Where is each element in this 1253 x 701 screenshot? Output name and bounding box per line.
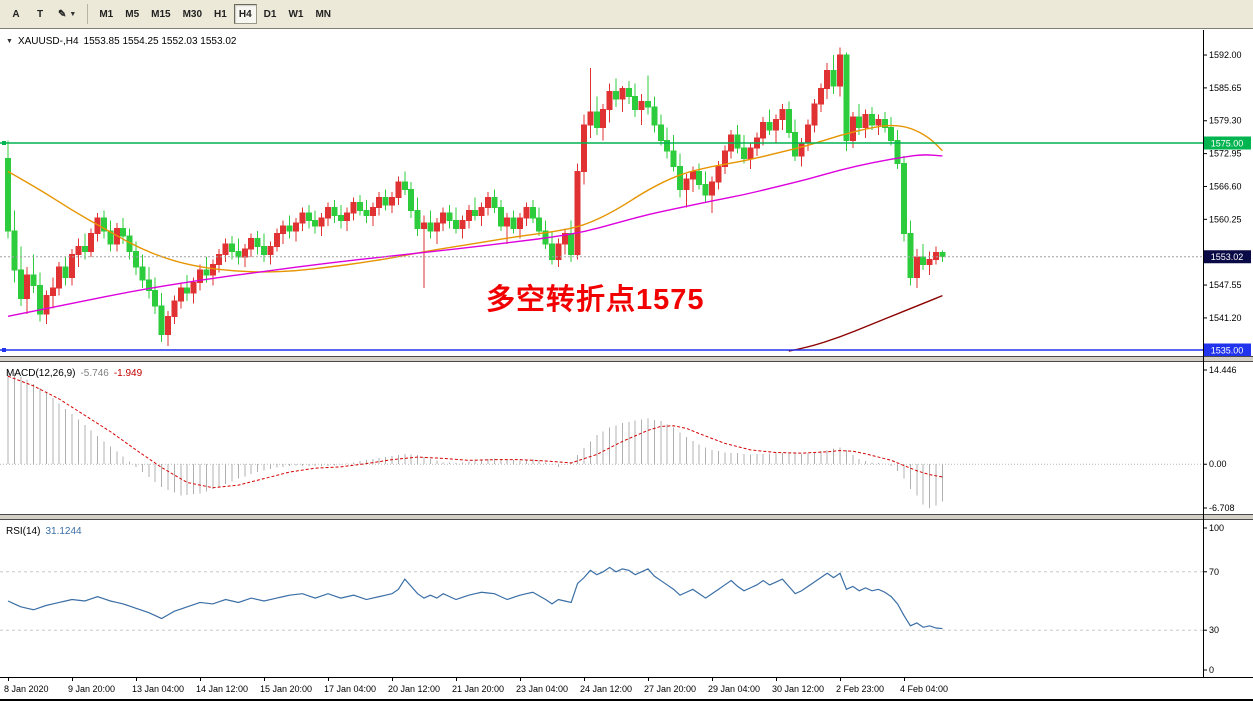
svg-text:1585.65: 1585.65 [1209, 83, 1242, 93]
price-chart-canvas[interactable]: 1592.00 1585.65 1579.30 1572.95 1566.60 1560.… [0, 30, 1253, 356]
timeframe-button-mn[interactable]: MN [310, 4, 336, 24]
symbol-timeframe-label: XAUUSD-,H4 [17, 36, 79, 47]
timeframe-button-m15[interactable]: M15 [146, 4, 176, 24]
text-tool-button[interactable]: T [29, 4, 51, 24]
svg-text:30: 30 [1209, 625, 1219, 635]
timeframe-button-m30[interactable]: M30 [177, 4, 208, 24]
svg-text:1535.00: 1535.00 [1211, 346, 1244, 356]
time-tick [8, 678, 9, 681]
svg-text:1566.60: 1566.60 [1209, 181, 1242, 191]
chevron-down-icon: ▼ [69, 10, 77, 18]
time-axis[interactable]: 8 Jan 2020 9 Jan 20:00 13 Jan 04:00 14 Jan … [0, 677, 1253, 701]
panel-divider[interactable] [0, 356, 1253, 362]
svg-text:1572.95: 1572.95 [1209, 149, 1242, 159]
time-label: 2 Feb 23:00 [836, 684, 885, 694]
price-scale-separator [1203, 30, 1204, 677]
tool-group: A T ✎ ▼ [4, 4, 82, 24]
time-label: 21 Jan 20:00 [452, 684, 505, 694]
time-label: 15 Jan 20:00 [260, 684, 313, 694]
ma-fast-orange [7, 124, 943, 273]
time-tick [392, 678, 393, 681]
rsi-panel[interactable]: 100 70 30 0 RSI(14) 31.1244 [0, 520, 1253, 677]
svg-text:1560.25: 1560.25 [1209, 214, 1242, 224]
time-tick [520, 678, 521, 681]
timeframe-button-h4[interactable]: H4 [233, 4, 257, 24]
time-label: 24 Jan 12:00 [580, 684, 633, 694]
macd-label: MACD(12,26,9) [6, 368, 76, 379]
rsi-line [7, 566, 943, 630]
toolbar-separator [87, 4, 89, 24]
time-tick [200, 678, 201, 681]
rsi-title: RSI(14) 31.1244 [6, 526, 82, 537]
current-price-badge [1204, 250, 1251, 264]
macd-signal-line [7, 375, 943, 489]
timeframe-button-w1[interactable]: W1 [283, 4, 309, 24]
time-label: 23 Jan 04:00 [516, 684, 569, 694]
time-label: 29 Jan 04:00 [708, 684, 761, 694]
price-chart-panel[interactable]: 1592.00 1585.65 1579.30 1572.95 1566.60 1560.… [0, 30, 1253, 356]
time-label: 9 Jan 20:00 [68, 684, 116, 694]
ohlc-values: 1553.85 1554.25 1552.03 1553.02 [83, 36, 237, 47]
rsi-label: RSI(14) [6, 526, 41, 537]
time-tick [456, 678, 457, 681]
macd-histogram [7, 370, 943, 508]
lower-line-price-badge [1204, 343, 1251, 356]
timeframe-button-d1[interactable]: D1 [258, 4, 282, 24]
price-axis: 1592.00 1585.65 1579.30 1572.95 1566.60 1560.… [1203, 50, 1242, 323]
candles-layer [5, 47, 946, 346]
svg-text:0: 0 [1209, 665, 1214, 675]
timeframe-button-m1[interactable]: M1 [94, 4, 119, 24]
time-tick [264, 678, 265, 681]
upper-line-price-badge [1204, 136, 1251, 150]
macd-panel[interactable]: 14.446 0.00 -6.708 MACD(12,26,9) -5.746 -1… [0, 362, 1253, 514]
toolbar: A T ✎ ▼ M1 M5 M15 M30 H1 H4 D1 W1 MN [0, 0, 1253, 29]
macd-canvas[interactable]: 14.446 0.00 -6.708 [0, 362, 1253, 514]
collapse-icon[interactable]: ▼ [6, 38, 13, 45]
chart-title: ▼ XAUUSD-,H4 1553.85 1554.25 1552.03 155… [6, 36, 236, 47]
time-label: 14 Jan 12:00 [196, 684, 249, 694]
draw-tool-button[interactable]: ✎ ▼ [53, 4, 82, 24]
time-tick [776, 678, 777, 681]
ma-slow-magenta [7, 154, 943, 318]
time-label: 13 Jan 04:00 [132, 684, 185, 694]
timeframe-group: M1 M5 M15 M30 H1 H4 D1 W1 MN [93, 4, 337, 24]
macd-main-value: -5.746 [80, 368, 109, 379]
cursor-tool-button[interactable]: A [5, 4, 27, 24]
timeframe-button-m5[interactable]: M5 [120, 4, 145, 24]
svg-text:1575.00: 1575.00 [1211, 139, 1244, 149]
time-tick [840, 678, 841, 681]
ma-long-darkred [788, 295, 943, 352]
svg-text:1553.02: 1553.02 [1211, 252, 1244, 262]
moving-averages-layer [7, 124, 943, 352]
time-tick [712, 678, 713, 681]
timeframe-button-h1[interactable]: H1 [209, 4, 232, 24]
time-label: 27 Jan 20:00 [644, 684, 697, 694]
time-tick [584, 678, 585, 681]
time-label: 17 Jan 04:00 [324, 684, 377, 694]
macd-title: MACD(12,26,9) -5.746 -1.949 [6, 368, 142, 379]
time-label: 20 Jan 12:00 [388, 684, 441, 694]
svg-text:1541.20: 1541.20 [1209, 313, 1242, 323]
svg-text:100: 100 [1209, 523, 1224, 533]
time-tick [72, 678, 73, 681]
chart-text-annotation[interactable]: 多空转折点1575 [486, 284, 705, 316]
time-tick [648, 678, 649, 681]
svg-text:-6.708: -6.708 [1209, 503, 1235, 513]
time-label: 8 Jan 2020 [4, 684, 49, 694]
svg-text:0.00: 0.00 [1209, 459, 1227, 469]
time-tick [328, 678, 329, 681]
svg-text:14.446: 14.446 [1209, 365, 1237, 375]
rsi-canvas[interactable]: 100 70 30 0 [0, 520, 1253, 677]
panel-divider[interactable] [0, 514, 1253, 520]
time-label: 30 Jan 12:00 [772, 684, 825, 694]
svg-text:70: 70 [1209, 567, 1219, 577]
svg-text:1592.00: 1592.00 [1209, 50, 1242, 60]
svg-text:1579.30: 1579.30 [1209, 116, 1242, 126]
rsi-value: 31.1244 [45, 526, 82, 537]
time-tick [904, 678, 905, 681]
macd-signal-value: -1.949 [113, 368, 143, 379]
time-tick [136, 678, 137, 681]
time-label: 4 Feb 04:00 [900, 684, 949, 694]
svg-text:1547.55: 1547.55 [1209, 280, 1242, 290]
